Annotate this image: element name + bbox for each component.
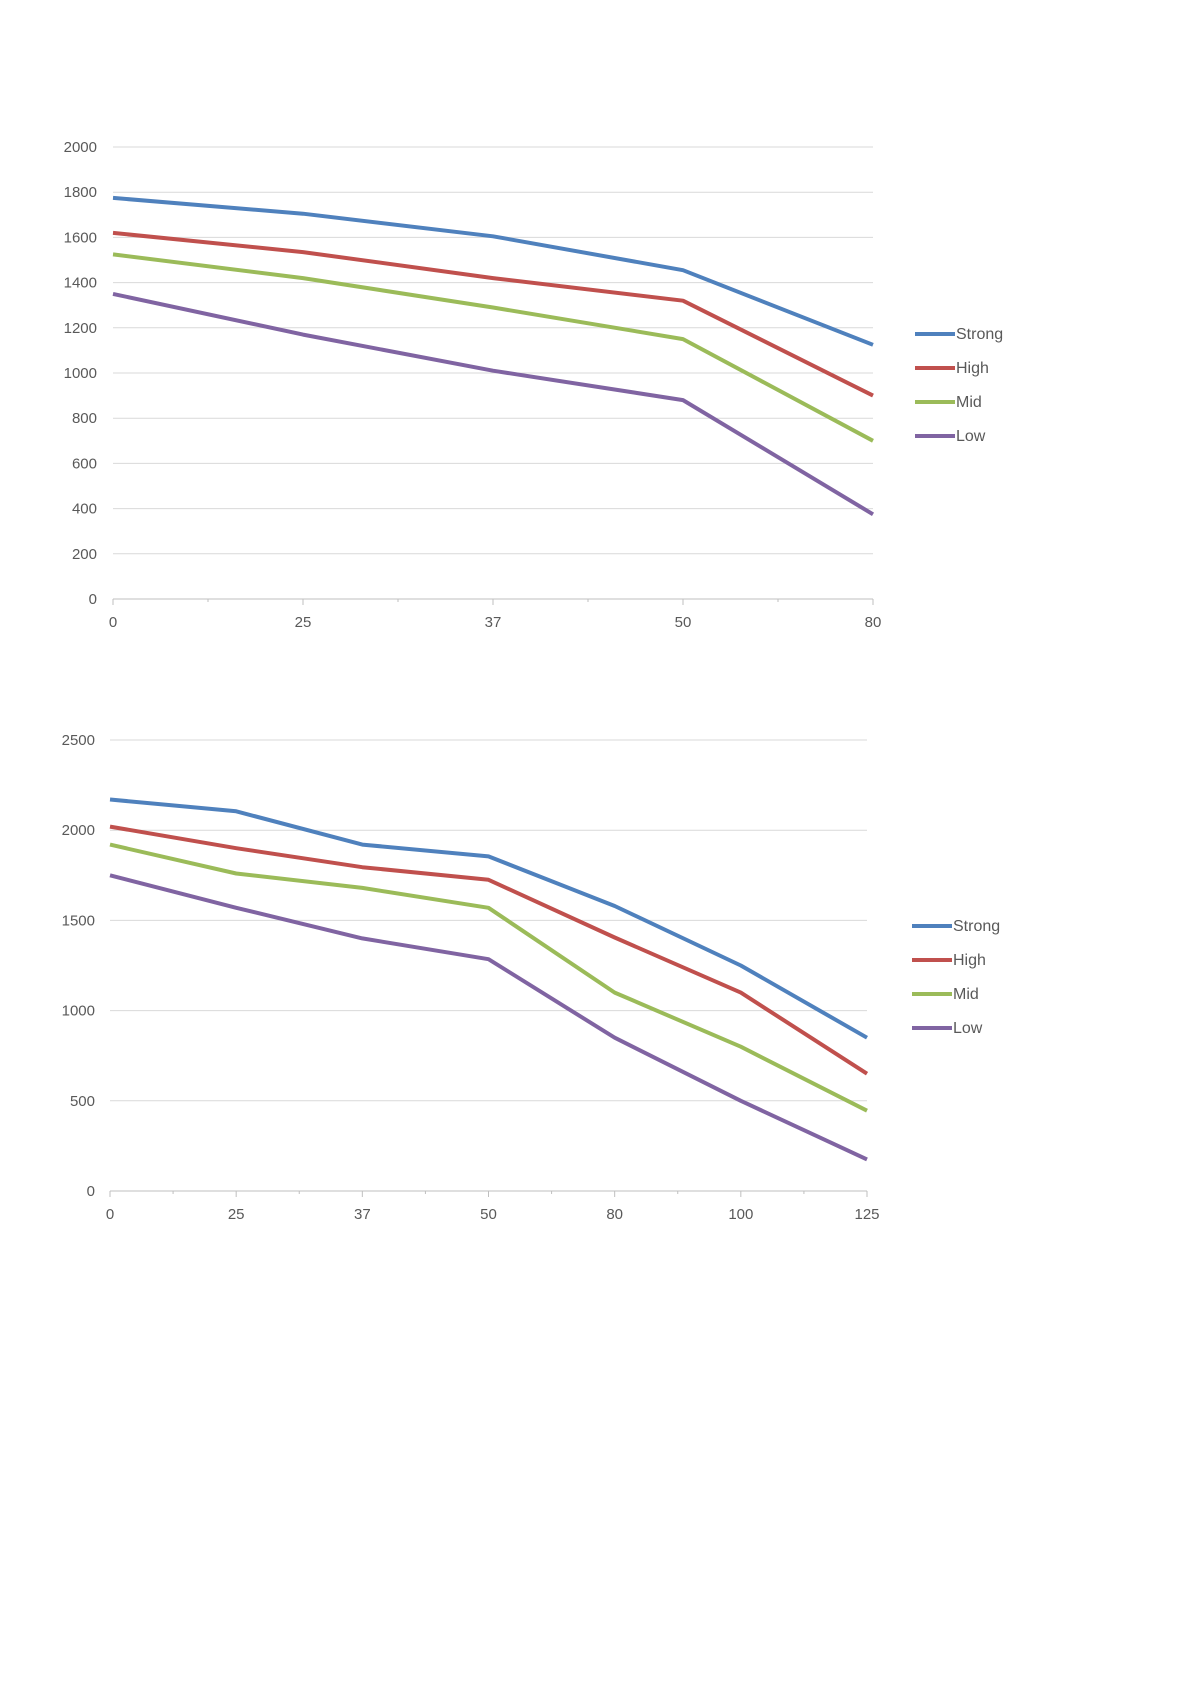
- y-tick-label: 2000: [62, 822, 95, 839]
- y-tick-label: 1000: [62, 1003, 95, 1020]
- chart-1: 0 200 400 600 800 1000 1200 1400 1600 1800 2000 0 25…: [64, 139, 1004, 631]
- y-tick-label: 200: [72, 546, 97, 563]
- y-tick-label: 600: [72, 455, 97, 472]
- y-tick-label: 2000: [64, 139, 97, 156]
- y-tick-label: 1200: [64, 320, 97, 337]
- series-line-mid: [109, 842, 868, 1113]
- y-tick-label: 400: [72, 501, 97, 518]
- x-tick-label: 100: [728, 1206, 753, 1223]
- y-tick-label: 1600: [64, 229, 97, 246]
- x-tick-label: 50: [675, 614, 692, 631]
- legend-label: Mid: [956, 394, 982, 411]
- x-tick-label: 0: [109, 614, 117, 631]
- y-tick-label: 1500: [62, 912, 95, 929]
- legend-label: Mid: [953, 986, 979, 1003]
- legend-label: Strong: [956, 326, 1003, 343]
- series-line-mid: [112, 252, 874, 443]
- series-line-high: [109, 824, 869, 1076]
- x-tick-label: 25: [228, 1206, 245, 1223]
- legend-label: Low: [956, 428, 986, 445]
- x-tick-label: 125: [854, 1206, 879, 1223]
- y-tick-label: 1000: [64, 365, 97, 382]
- legend-item-low: Low: [915, 428, 986, 445]
- y-tick-label: 1800: [64, 184, 97, 201]
- legend-label: Strong: [953, 918, 1000, 935]
- y-tick-label: 500: [70, 1093, 95, 1110]
- legend-item-low: Low: [912, 1020, 983, 1037]
- chart-2: 0 500 1000 1500 2000 2500 0 25 37 50 80 100 125 Stron…: [62, 732, 1001, 1223]
- legend-label: High: [953, 952, 986, 969]
- series-line-strong: [112, 195, 874, 347]
- legend-item-high: High: [912, 952, 986, 969]
- x-tick-label: 37: [485, 614, 502, 631]
- legend: Strong High Mid Low: [915, 326, 1003, 445]
- series-line-strong: [109, 797, 868, 1040]
- legend-item-mid: Mid: [915, 394, 982, 411]
- x-tick-label: 80: [865, 614, 882, 631]
- legend-item-strong: Strong: [912, 918, 1000, 935]
- series-line-low: [112, 291, 875, 517]
- legend-label: Low: [953, 1020, 983, 1037]
- legend-label: High: [956, 360, 989, 377]
- y-tick-label: 0: [89, 591, 97, 608]
- x-tick-label: 25: [295, 614, 312, 631]
- series-line-low: [109, 873, 868, 1162]
- x-tick-label: 0: [106, 1206, 114, 1223]
- x-tick-label: 37: [354, 1206, 371, 1223]
- legend-item-mid: Mid: [912, 986, 979, 1003]
- legend-item-strong: Strong: [915, 326, 1003, 343]
- y-tick-label: 1400: [64, 275, 97, 292]
- y-tick-label: 800: [72, 410, 97, 427]
- x-tick-label: 50: [480, 1206, 497, 1223]
- legend: Strong High Mid Low: [912, 918, 1000, 1037]
- y-tick-label: 0: [87, 1183, 95, 1200]
- y-tick-label: 2500: [62, 732, 95, 749]
- series-line-high: [112, 230, 874, 398]
- x-tick-label: 80: [606, 1206, 623, 1223]
- legend-item-high: High: [915, 360, 989, 377]
